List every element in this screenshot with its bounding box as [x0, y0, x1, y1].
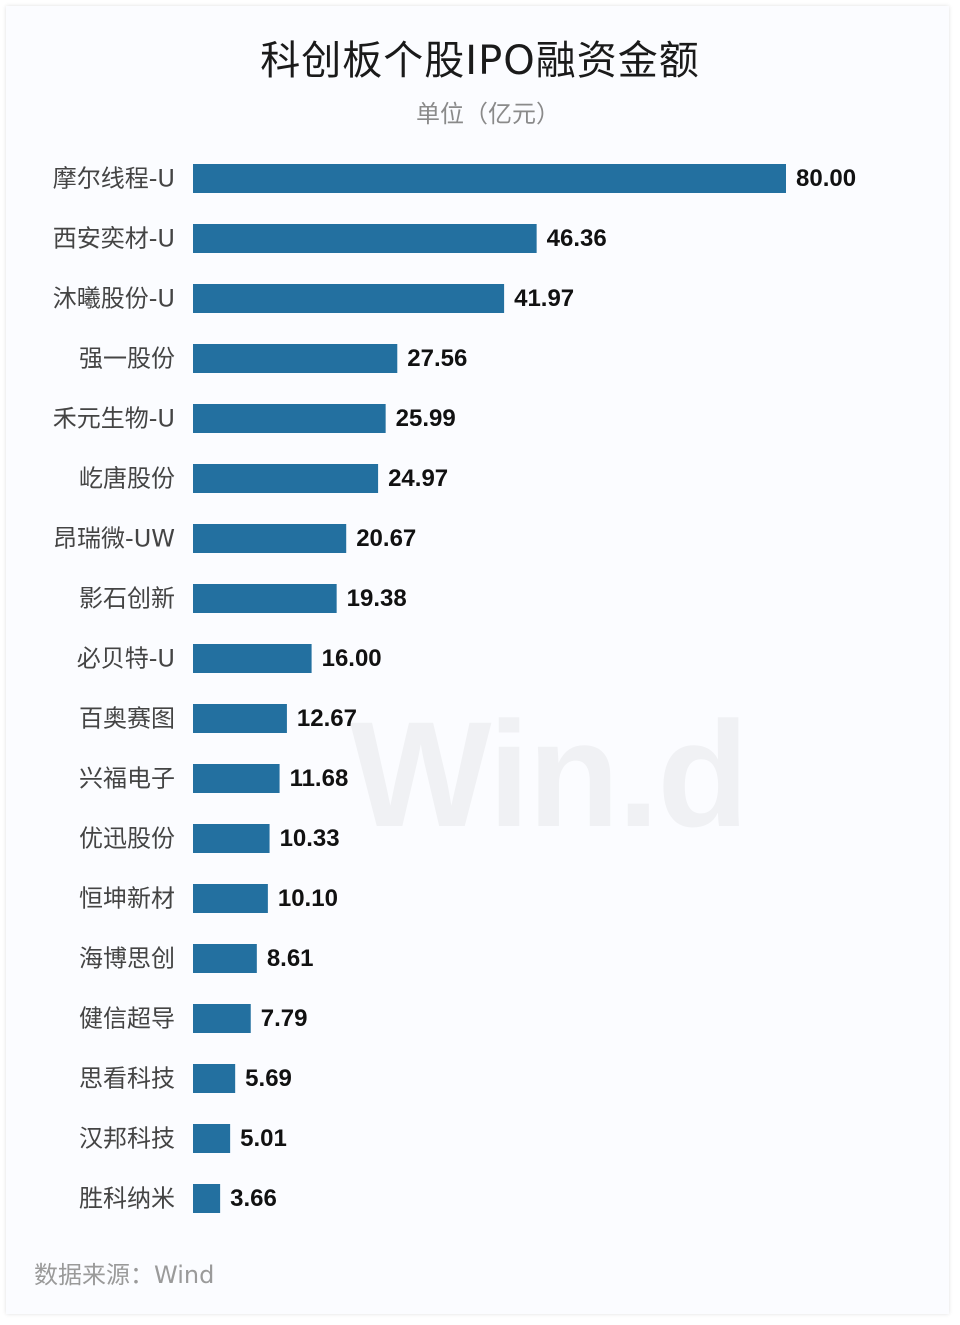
data-source: 数据来源：Wind	[34, 1261, 215, 1289]
category-label: 屹唐股份	[79, 465, 175, 493]
value-label: 10.33	[280, 825, 340, 852]
bar	[193, 224, 537, 253]
bar	[193, 764, 280, 793]
bar	[193, 344, 398, 373]
bar	[193, 1064, 236, 1093]
category-label: 兴福电子	[79, 765, 175, 793]
bar	[193, 1184, 221, 1213]
category-label: 胜科纳米	[79, 1185, 175, 1213]
value-label: 80.00	[796, 165, 856, 192]
category-label: 沐曦股份-U	[53, 285, 175, 313]
category-label: 昂瑞微-UW	[53, 525, 175, 553]
category-label: 健信超导	[79, 1005, 175, 1033]
bar	[193, 524, 347, 553]
bar	[193, 584, 337, 613]
bars	[193, 164, 786, 1213]
value-label: 20.67	[356, 525, 416, 552]
category-label: 优迅股份	[79, 825, 175, 853]
bar	[193, 164, 786, 193]
category-label: 海博思创	[79, 945, 175, 973]
value-label: 27.56	[407, 345, 467, 372]
value-label: 25.99	[396, 405, 456, 432]
category-label: 汉邦科技	[79, 1125, 175, 1153]
bar	[193, 1004, 251, 1033]
value-label: 12.67	[297, 705, 357, 732]
value-label: 11.68	[290, 765, 349, 792]
bar	[193, 644, 312, 673]
value-label: 24.97	[388, 465, 448, 492]
value-label: 41.97	[514, 285, 574, 312]
value-label: 8.61	[267, 945, 314, 972]
category-label: 思看科技	[79, 1065, 175, 1093]
category-label: 影石创新	[79, 585, 175, 613]
chart-unit-subtitle: 单位（亿元）	[416, 100, 560, 128]
value-label: 16.00	[322, 645, 382, 672]
bar	[193, 884, 268, 913]
category-label: 摩尔线程-U	[53, 165, 175, 193]
category-label: 恒坤新材	[79, 885, 175, 913]
value-label: 7.79	[261, 1005, 308, 1032]
bar	[193, 824, 270, 853]
value-label: 46.36	[547, 225, 607, 252]
value-label: 5.01	[240, 1125, 287, 1152]
chart-title: 科创板个股IPO融资金额	[260, 38, 700, 84]
value-label: 3.66	[230, 1185, 277, 1212]
category-label: 西安奕材-U	[53, 225, 175, 253]
bar	[193, 944, 257, 973]
value-label: 5.69	[245, 1065, 292, 1092]
value-label: 10.10	[278, 885, 338, 912]
bar	[193, 464, 379, 493]
value-label: 19.38	[347, 585, 407, 612]
bar	[193, 704, 287, 733]
bar	[193, 1124, 231, 1153]
category-label: 强一股份	[79, 345, 175, 373]
category-label: 百奥赛图	[79, 705, 175, 733]
bar	[193, 404, 386, 433]
bar	[193, 284, 505, 313]
value-labels: 80.00 46.36 41.97 27.56 25.99 24.97 20.67 19.38…	[230, 165, 856, 1212]
category-label: 必贝特-U	[77, 645, 175, 673]
category-label: 禾元生物-U	[53, 405, 175, 433]
